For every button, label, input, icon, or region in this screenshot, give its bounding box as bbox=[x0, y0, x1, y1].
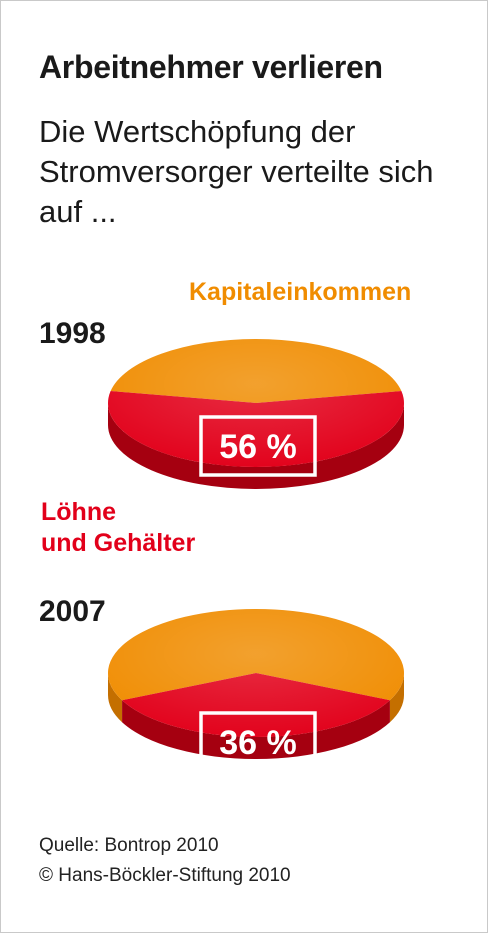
page-title: Arbeitnehmer verlieren bbox=[39, 49, 383, 85]
percent-box bbox=[199, 711, 317, 773]
legend-wages-label: Löhne und Gehälter bbox=[41, 497, 195, 559]
pie-chart-1998: 56 % bbox=[108, 339, 405, 489]
pie-chart-2007: 36 % bbox=[107, 609, 405, 773]
legend-capital-label: Kapitaleinkommen bbox=[189, 278, 412, 306]
pie-side-capital bbox=[389, 673, 405, 723]
pie-side-wages bbox=[108, 403, 404, 489]
page-subtitle: Die Wertschöpfung der Stromversorger ver… bbox=[39, 114, 434, 229]
pie-side-wages bbox=[122, 700, 390, 759]
percent-label-wages: 36 % bbox=[219, 724, 297, 762]
year-label-1998: 1998 bbox=[39, 317, 106, 350]
percent-box bbox=[199, 415, 317, 477]
source-note: Quelle: Bontrop 2010 bbox=[39, 835, 219, 856]
percent-label-wages: 56 % bbox=[219, 428, 297, 466]
legend-wages-line1: Löhne bbox=[41, 498, 116, 526]
year-label-2007: 2007 bbox=[39, 595, 106, 628]
copyright-note: © Hans-Böckler-Stiftung 2010 bbox=[39, 865, 291, 886]
pie-side-capital bbox=[108, 673, 123, 723]
legend-wages-line2: und Gehälter bbox=[41, 529, 196, 557]
pie-highlight bbox=[108, 339, 404, 467]
pie-highlight bbox=[108, 609, 404, 737]
